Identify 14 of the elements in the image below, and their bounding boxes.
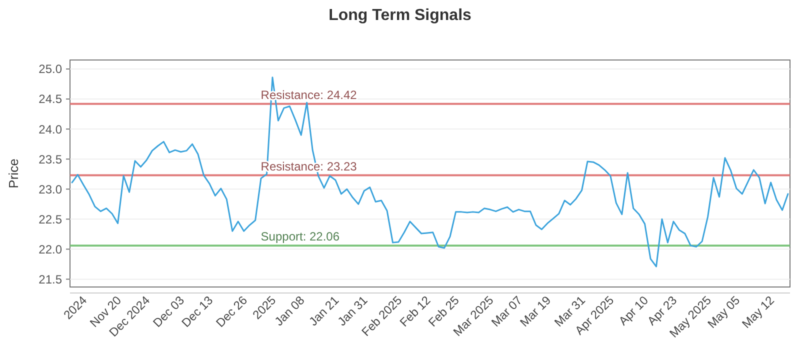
y-tick-label: 23.5 xyxy=(38,152,62,166)
x-tick-label: Dec 26 xyxy=(213,293,250,330)
y-tick-label: 22.0 xyxy=(38,242,62,256)
y-tick-label: 24.5 xyxy=(38,92,62,106)
y-tick-label: 22.5 xyxy=(38,212,62,226)
x-tick-label: May 12 xyxy=(739,292,778,331)
y-axis-title: Price xyxy=(6,158,21,188)
y-tick-label: 23.0 xyxy=(38,182,62,196)
chart-title: Long Term Signals xyxy=(328,7,472,24)
y-tick-label: 25.0 xyxy=(38,62,62,76)
ref-line-label: Support: 22.06 xyxy=(260,230,340,244)
line-series xyxy=(71,76,789,268)
y-tick-label: 24.0 xyxy=(38,122,62,136)
y-tick-label: 21.5 xyxy=(38,272,62,286)
